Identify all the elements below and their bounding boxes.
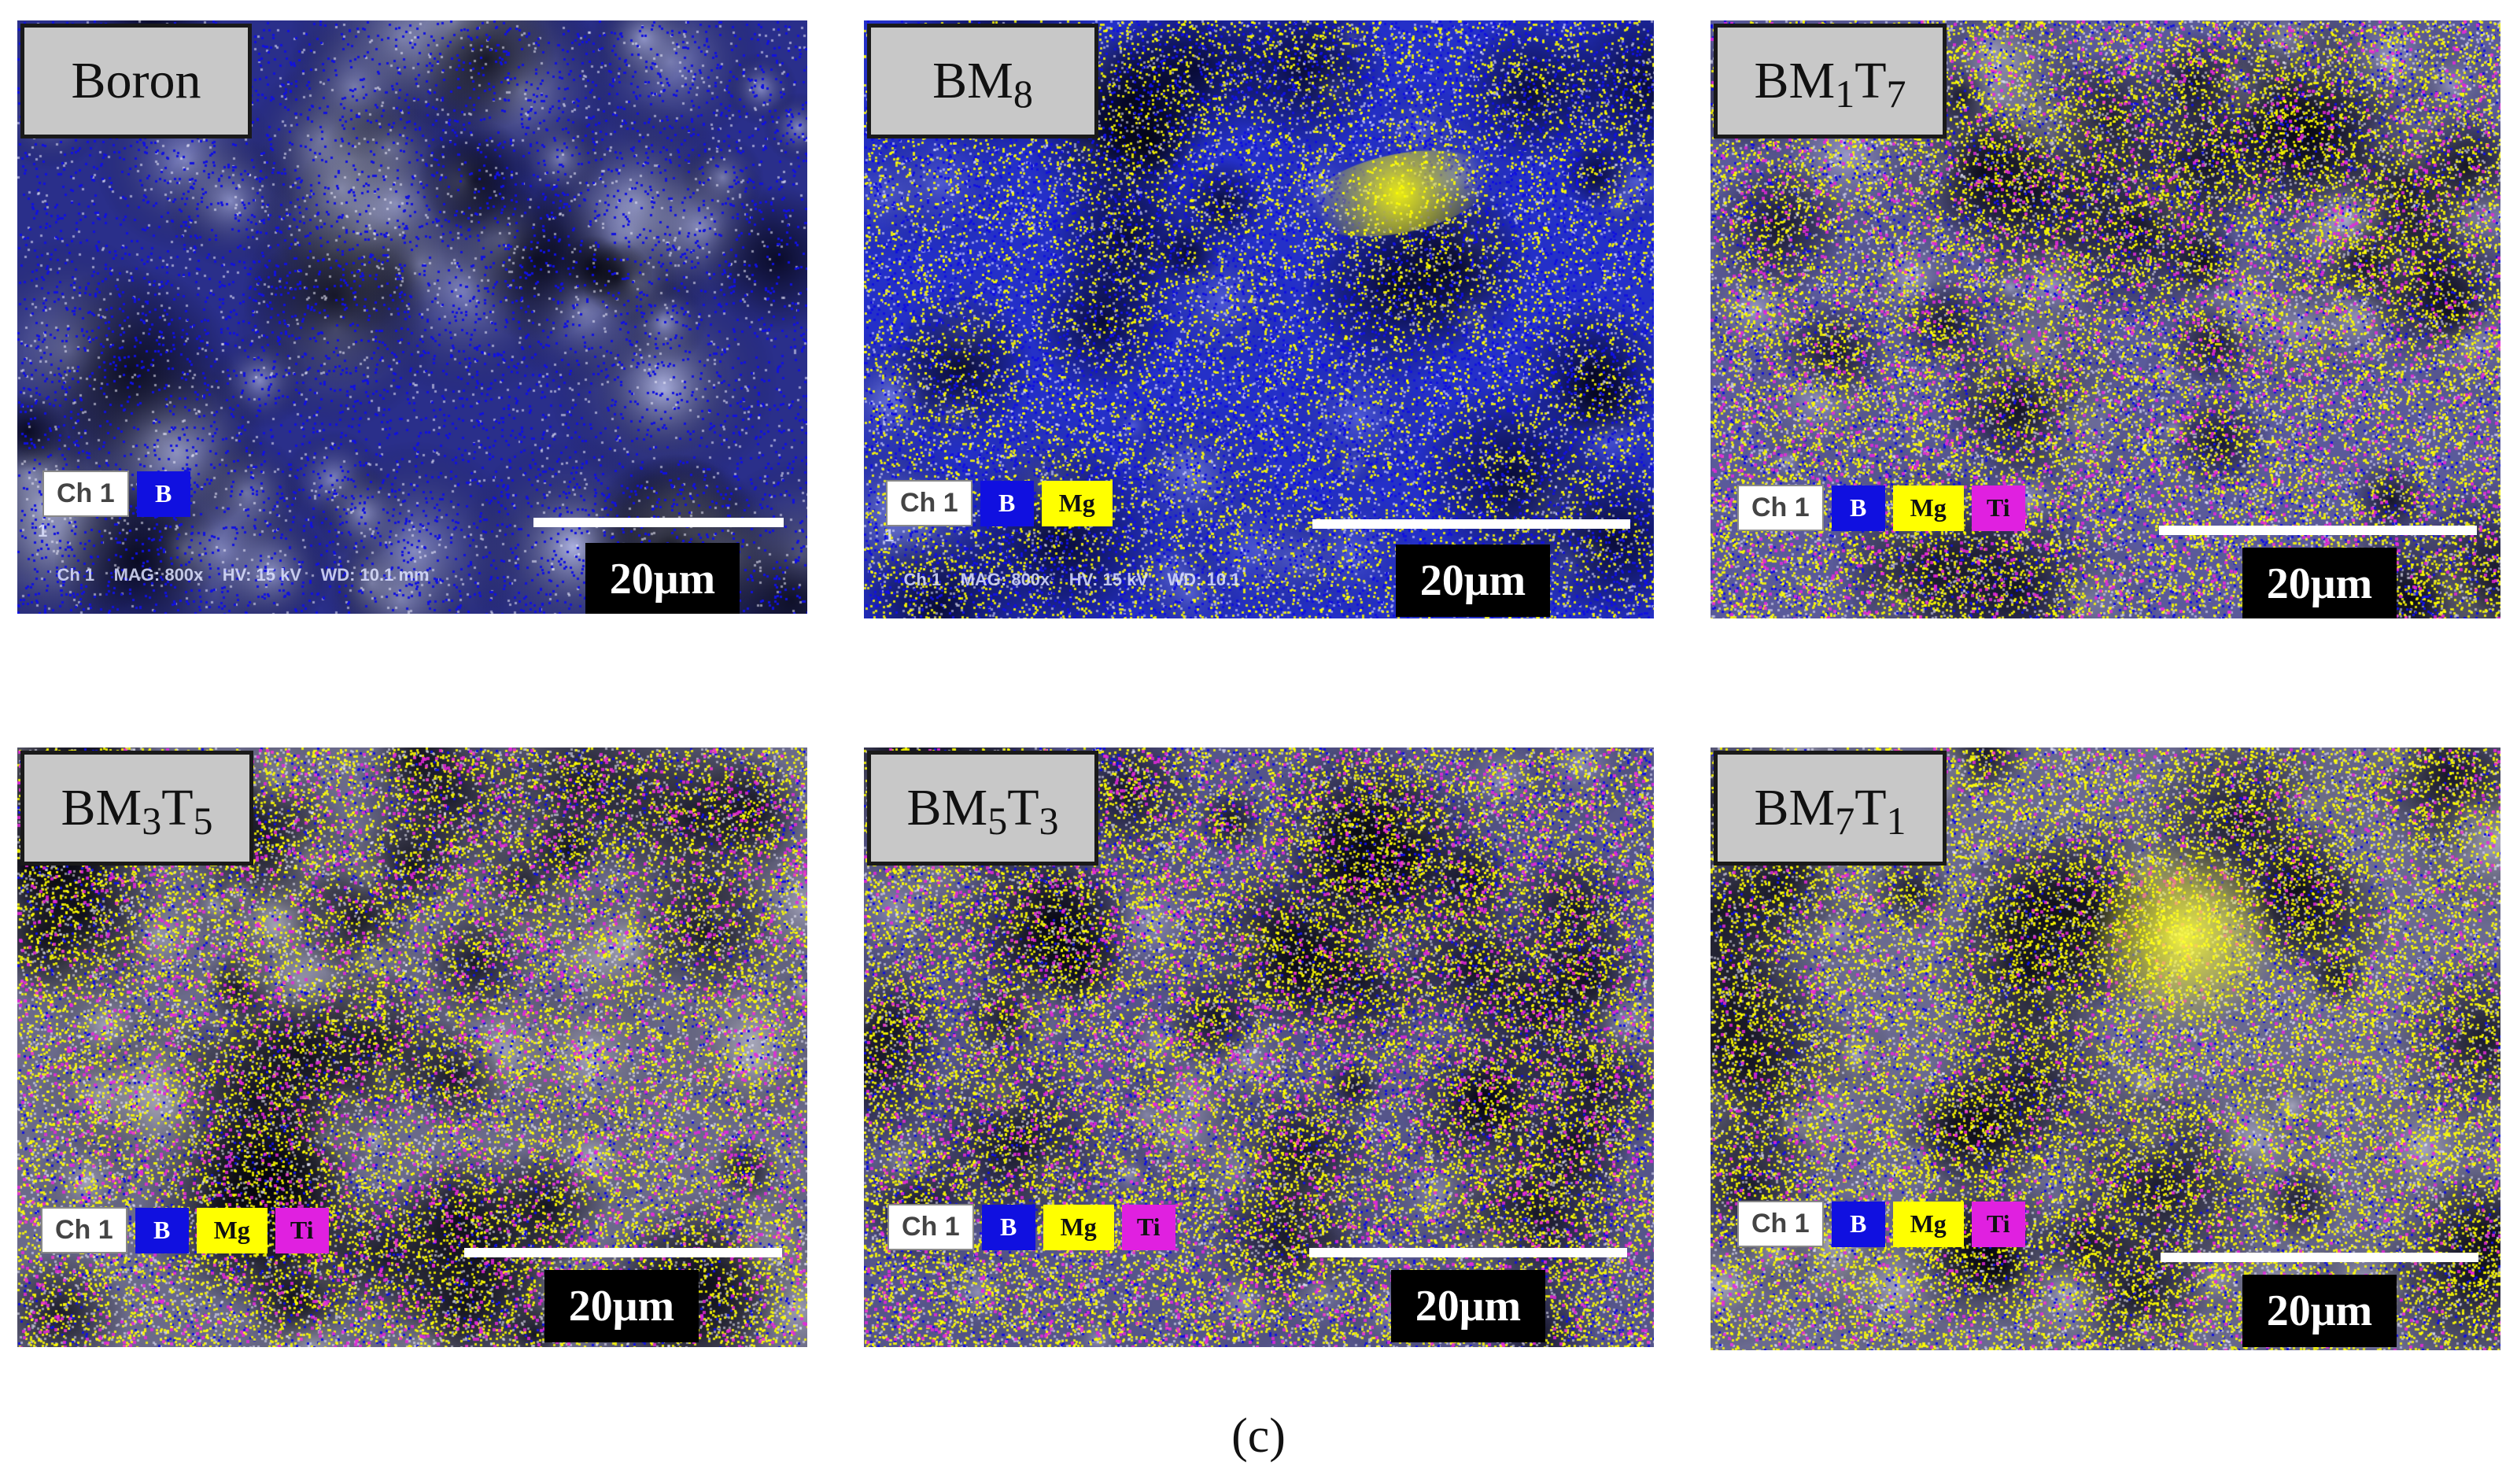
sem-metadata: 1 Ch 1 MAG: 800x HV: 15 kV WD: 10.1 (884, 526, 1241, 589)
panel-title: BM 1 T 7 (1714, 24, 1947, 138)
panel-bm8: BM 8 Ch 1 B Mg 20μm 1 Ch 1 MAG: 800x HV: 1… (864, 20, 1654, 618)
panel-title: BM 8 (867, 24, 1098, 138)
legend-titanium: Ti (1971, 485, 2025, 531)
panel-title: BM 3 T 5 (20, 751, 253, 866)
legend-magnesium: Mg (1041, 480, 1113, 526)
legend-boron: B (1831, 485, 1885, 531)
scale-label: 20μm (1391, 1270, 1545, 1342)
scale-bar (1312, 519, 1630, 529)
scale-bar (2161, 1253, 2478, 1262)
legend-boron: B (136, 471, 190, 517)
panel-title: BM 5 T 3 (867, 751, 1098, 866)
scale-label: 20μm (544, 1270, 699, 1342)
element-legend: Ch 1 B Mg (886, 480, 1113, 526)
legend-boron: B (1831, 1201, 1885, 1247)
legend-magnesium: Mg (1892, 1201, 1964, 1247)
channel-label: Ch 1 (886, 480, 972, 526)
scale-bar (464, 1248, 782, 1257)
channel-label: Ch 1 (888, 1204, 974, 1250)
element-legend: Ch 1 B Mg Ti (1737, 1201, 2025, 1247)
panel-bm5t3: BM 5 T 3 Ch 1 B Mg Ti 20μm (864, 748, 1654, 1347)
figure-caption: (c) (1231, 1409, 1286, 1463)
element-legend: Ch 1 B (42, 471, 190, 517)
legend-magnesium: Mg (1892, 485, 1964, 531)
panel-bm7t1: BM 7 T 1 Ch 1 B Mg Ti 20μm (1711, 748, 2500, 1350)
scale-bar (533, 518, 784, 527)
sem-metadata: 1 Ch 1 MAG: 800x HV: 15 kV WD: 10.1 mm (38, 521, 430, 585)
legend-boron: B (980, 480, 1034, 526)
panel-title: Boron (20, 24, 252, 138)
legend-boron: B (135, 1207, 189, 1253)
scale-bar (2159, 526, 2477, 535)
element-legend: Ch 1 B Mg Ti (888, 1204, 1175, 1250)
panel-title: BM 7 T 1 (1714, 751, 1947, 866)
panel-bm1t7: BM 1 T 7 Ch 1 B Mg Ti 20μm (1711, 20, 2500, 618)
channel-label: Ch 1 (1737, 485, 1824, 531)
channel-label: Ch 1 (41, 1207, 127, 1253)
element-legend: Ch 1 B Mg Ti (41, 1207, 329, 1253)
legend-magnesium: Mg (196, 1207, 268, 1253)
channel-label: Ch 1 (1737, 1201, 1824, 1247)
legend-titanium: Ti (1121, 1204, 1175, 1250)
panel-bm3t5: BM 3 T 5 Ch 1 B Mg Ti 20μm (17, 748, 807, 1347)
element-legend: Ch 1 B Mg Ti (1737, 485, 2025, 531)
legend-magnesium: Mg (1043, 1204, 1114, 1250)
legend-titanium: Ti (275, 1207, 329, 1253)
scale-label: 20μm (585, 543, 740, 614)
scale-label: 20μm (2242, 548, 2397, 618)
panel-boron: Boron Ch 1 B 20μm 1 Ch 1 MAG: 800x HV: 15… (17, 20, 807, 614)
scale-bar (1309, 1248, 1627, 1257)
legend-titanium: Ti (1971, 1201, 2025, 1247)
scale-label: 20μm (1396, 545, 1550, 617)
channel-label: Ch 1 (42, 471, 129, 517)
legend-boron: B (981, 1204, 1035, 1250)
scale-label: 20μm (2242, 1275, 2397, 1347)
